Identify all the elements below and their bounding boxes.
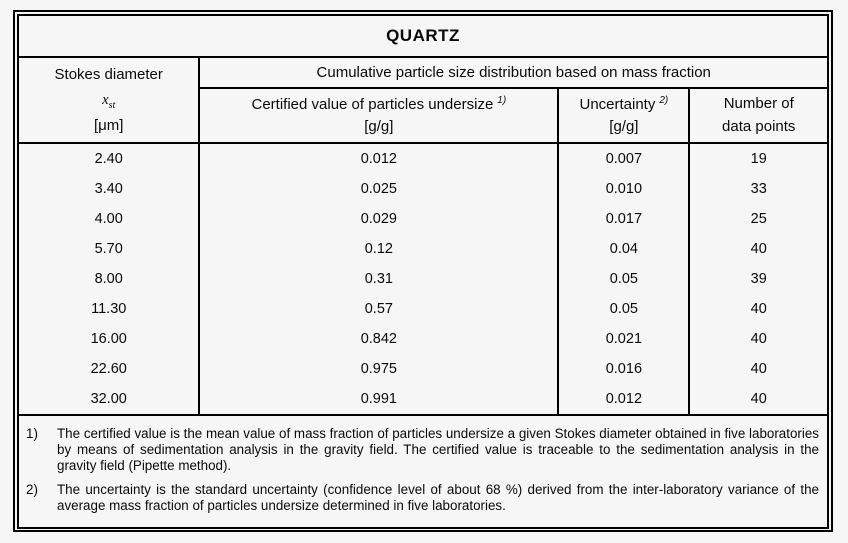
stokes-header-cell: Stokes diameter xst [μm] <box>16 56 201 144</box>
uncertainty-header-cell: Uncertainty 2) [g/g] <box>557 87 691 144</box>
cell-uncertainty: 0.05 <box>557 264 691 294</box>
footnote-label: 1) <box>26 426 38 441</box>
footnote-text: The uncertainty is the standard uncertai… <box>57 482 819 514</box>
cell-uncertainty: 0.017 <box>557 204 691 234</box>
cell-diameter: 3.40 <box>16 174 201 204</box>
cell-diameter: 8.00 <box>16 264 201 294</box>
table-row: 2.40 0.012 0.007 19 <box>16 143 829 174</box>
cell-certified-value: 0.12 <box>198 234 560 264</box>
certified-header-cell: Certified value of particles undersize 1)… <box>198 87 560 144</box>
document-frame: QUARTZ Stokes diameter xst [μm] Cumulati… <box>13 10 833 532</box>
datapoints-header-cell: Number of data points <box>688 87 829 144</box>
cell-uncertainty: 0.007 <box>557 143 691 174</box>
cell-certified-value: 0.842 <box>198 324 560 354</box>
table-title: QUARTZ <box>17 14 829 58</box>
cell-diameter: 5.70 <box>16 234 201 264</box>
table-row: 8.00 0.31 0.05 39 <box>16 264 829 294</box>
table-row: 3.40 0.025 0.010 33 <box>16 174 829 204</box>
cell-diameter: 16.00 <box>16 324 201 354</box>
cell-diameter: 4.00 <box>16 204 201 234</box>
uncertainty-header-label: Uncertainty <box>579 95 656 113</box>
cell-certified-value: 0.57 <box>198 294 560 324</box>
certified-header-label: Certified value of particles undersize <box>251 95 494 113</box>
cell-data-points: 40 <box>688 294 829 324</box>
title-row: QUARTZ <box>17 14 829 58</box>
table-row: 5.70 0.12 0.04 40 <box>16 234 829 264</box>
cell-uncertainty: 0.05 <box>557 294 691 324</box>
cell-data-points: 33 <box>688 174 829 204</box>
certified-unit: [g/g] <box>364 118 394 135</box>
cell-uncertainty: 0.021 <box>557 324 691 354</box>
cell-diameter: 2.40 <box>16 143 201 174</box>
footnote-item: 2) The uncertainty is the standard uncer… <box>26 482 819 514</box>
table-body: QUARTZ Stokes diameter xst [μm] Cumulati… <box>16 14 829 530</box>
footnote-item: 1) The certified value is the mean value… <box>26 426 819 473</box>
cell-certified-value: 0.025 <box>198 174 560 204</box>
cell-uncertainty: 0.04 <box>557 234 691 264</box>
cell-certified-value: 0.31 <box>198 264 560 294</box>
cell-data-points: 19 <box>688 143 829 174</box>
stokes-symbol-letter: x <box>102 91 109 108</box>
cell-uncertainty: 0.012 <box>557 384 691 415</box>
cell-data-points: 39 <box>688 264 829 294</box>
datapoints-header-line2: data points <box>722 117 796 135</box>
quartz-table: QUARTZ Stokes diameter xst [μm] Cumulati… <box>16 14 829 530</box>
table-row: 11.30 0.57 0.05 40 <box>16 294 829 324</box>
cell-diameter: 11.30 <box>16 294 201 324</box>
footnote-label: 2) <box>26 482 38 498</box>
cell-data-points: 40 <box>688 354 829 384</box>
cell-certified-value: 0.012 <box>198 143 560 174</box>
stokes-unit: [μm] <box>93 116 124 134</box>
table-row: 4.00 0.029 0.017 25 <box>16 204 829 234</box>
cell-certified-value: 0.991 <box>198 384 560 415</box>
stokes-symbol-subscript: st <box>108 99 116 111</box>
subheader-row: Certified value of particles undersize 1)… <box>18 87 829 144</box>
cell-data-points: 40 <box>688 234 829 264</box>
stokes-symbol: xst <box>19 91 198 111</box>
cell-data-points: 40 <box>688 384 829 415</box>
datapoints-header-line1: Number of <box>723 95 794 112</box>
table-row: 22.60 0.975 0.016 40 <box>16 354 829 384</box>
cell-diameter: 22.60 <box>16 354 201 384</box>
cell-diameter: 32.00 <box>16 384 201 415</box>
cell-data-points: 40 <box>688 324 829 354</box>
cell-data-points: 25 <box>688 204 829 234</box>
uncertainty-unit: [g/g] <box>609 118 639 135</box>
footnote-ref-1: 1) <box>497 94 507 106</box>
cell-certified-value: 0.975 <box>198 354 560 384</box>
stokes-header-label: Stokes diameter <box>54 66 163 84</box>
table-row: 32.00 0.991 0.012 40 <box>16 384 829 415</box>
distribution-header-cell: Cumulative particle size distribution ba… <box>198 56 829 89</box>
cell-uncertainty: 0.016 <box>557 354 691 384</box>
cell-certified-value: 0.029 <box>198 204 560 234</box>
cell-uncertainty: 0.010 <box>557 174 691 204</box>
header-row-group: Stokes diameter xst [μm] Cumulative part… <box>16 56 829 144</box>
table-row: 16.00 0.842 0.021 40 <box>16 324 829 354</box>
footnote-ref-2: 2) <box>659 94 669 106</box>
footnote-text: The certified value is the mean value of… <box>57 426 819 473</box>
footnotes: 1) The certified value is the mean value… <box>17 413 829 530</box>
footnote-row: 1) The certified value is the mean value… <box>17 413 829 530</box>
